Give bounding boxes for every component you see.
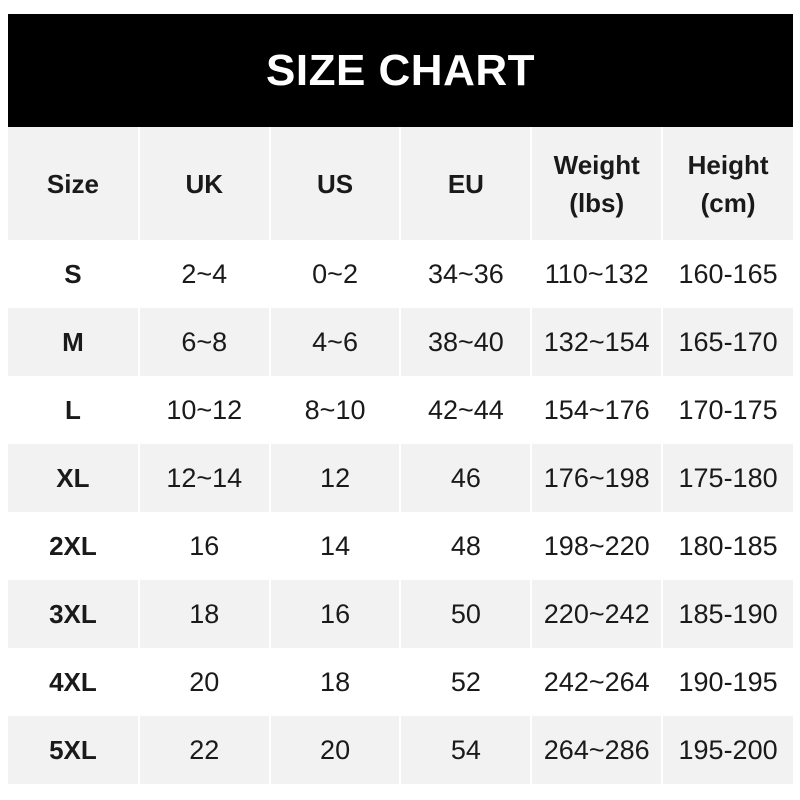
- column-header-text: Weight: [553, 149, 640, 180]
- header-row: Size UK US EU Weight (lbs) Height (cm): [8, 127, 793, 240]
- cell-height: 160-165: [661, 240, 793, 308]
- cell-uk: 10~12: [137, 376, 270, 444]
- cell-size: 2XL: [49, 530, 97, 561]
- column-header-size: Size: [8, 127, 139, 240]
- cell-weight: 132~154: [530, 308, 663, 376]
- page-title: SIZE CHART: [8, 14, 793, 127]
- cell-eu: 38~40: [399, 308, 532, 376]
- cell-eu: 54: [399, 716, 532, 784]
- cell-us: 16: [268, 580, 401, 648]
- cell-size: M: [8, 308, 139, 376]
- cell-weight: 110~132: [530, 240, 663, 308]
- cell-us: 20: [268, 716, 401, 784]
- cell-us: 0~2: [268, 240, 401, 308]
- column-header-text: EU: [447, 168, 484, 199]
- cell-height: 190-195: [661, 648, 793, 716]
- cell-eu: 46: [399, 444, 532, 512]
- column-header-text: (cm): [700, 187, 756, 218]
- column-header-uk: UK: [137, 127, 270, 240]
- cell-us: 14: [268, 512, 401, 580]
- cell-uk: 12~14: [137, 444, 270, 512]
- cell-uk: 18: [137, 580, 270, 648]
- cell-uk: 22: [137, 716, 270, 784]
- cell-us: 12: [268, 444, 401, 512]
- size-chart-table: Size UK US EU Weight (lbs) Height (cm) S 2~4 0~2 3…: [8, 127, 793, 784]
- cell-eu: 48: [399, 512, 532, 580]
- cell-weight: 176~198: [530, 444, 663, 512]
- cell-size: L: [64, 394, 81, 425]
- cell-height: 170-175: [661, 376, 793, 444]
- table-row: 3XL 18 16 50 220~242 185-190: [8, 580, 793, 648]
- cell-height: 165-170: [661, 308, 793, 376]
- table-row: M 6~8 4~6 38~40 132~154 165-170: [8, 308, 793, 376]
- cell-size: XL: [8, 444, 139, 512]
- cell-uk: 2~4: [137, 240, 270, 308]
- table-row: XL 12~14 12 46 176~198 175-180: [8, 444, 793, 512]
- cell-weight: 220~242: [530, 580, 663, 648]
- cell-weight: 242~264: [530, 648, 663, 716]
- cell-weight: 154~176: [530, 376, 663, 444]
- column-header-height: Height (cm): [661, 127, 793, 240]
- cell-weight: 198~220: [530, 512, 663, 580]
- cell-height: 180-185: [661, 512, 793, 580]
- cell-us: 4~6: [268, 308, 401, 376]
- cell-uk: 16: [137, 512, 270, 580]
- table-row: 2XL 16 14 48 198~220 180-185: [8, 512, 793, 580]
- cell-us: 18: [268, 648, 401, 716]
- cell-size: 3XL: [8, 580, 139, 648]
- column-header-eu: EU: [399, 127, 532, 240]
- cell-us: 8~10: [268, 376, 401, 444]
- column-header-text: Size: [46, 168, 99, 199]
- column-header-text: US: [317, 168, 354, 199]
- cell-eu: 42~44: [399, 376, 532, 444]
- table-row: 5XL 22 20 54 264~286 195-200: [8, 716, 793, 784]
- column-header-text: UK: [185, 168, 224, 199]
- cell-uk: 20: [137, 648, 270, 716]
- cell-height: 185-190: [661, 580, 793, 648]
- column-header-weight: Weight (lbs): [530, 127, 663, 240]
- cell-uk: 6~8: [137, 308, 270, 376]
- cell-size: S: [64, 258, 82, 289]
- table-row: S 2~4 0~2 34~36 110~132 160-165: [8, 240, 793, 308]
- cell-eu: 52: [399, 648, 532, 716]
- table-row: L 10~12 8~10 42~44 154~176 170-175: [8, 376, 793, 444]
- cell-size: 4XL: [49, 666, 97, 697]
- column-header-text: Height: [687, 149, 769, 180]
- table-row: 4XL 20 18 52 242~264 190-195: [8, 648, 793, 716]
- cell-height: 175-180: [661, 444, 793, 512]
- cell-eu: 34~36: [399, 240, 532, 308]
- column-header-us: US: [268, 127, 401, 240]
- cell-eu: 50: [399, 580, 532, 648]
- cell-height: 195-200: [661, 716, 793, 784]
- cell-weight: 264~286: [530, 716, 663, 784]
- cell-size: 5XL: [8, 716, 139, 784]
- column-header-text: (lbs): [569, 187, 625, 218]
